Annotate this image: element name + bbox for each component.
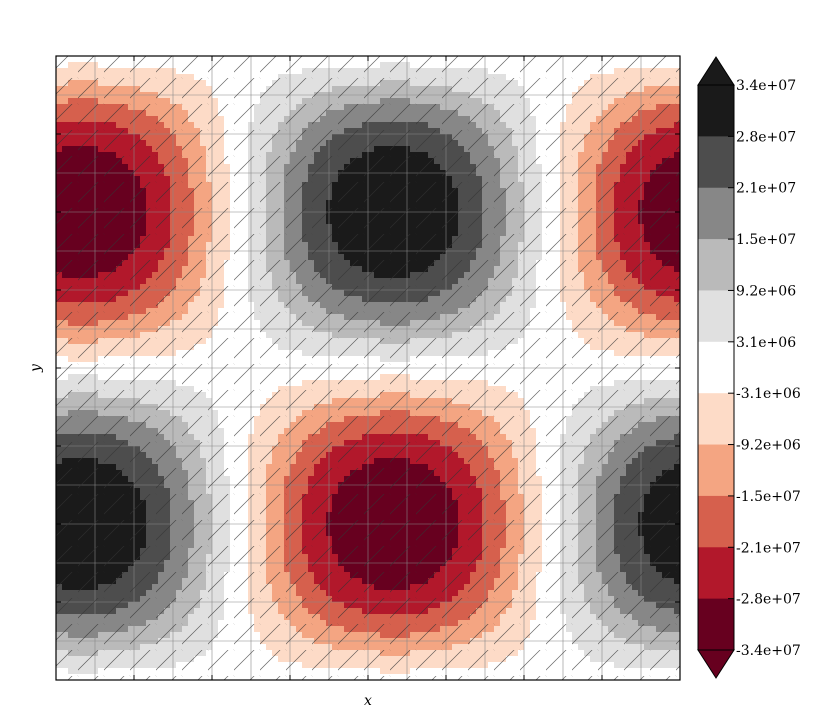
contour-plot-area: x y [28, 55, 681, 709]
